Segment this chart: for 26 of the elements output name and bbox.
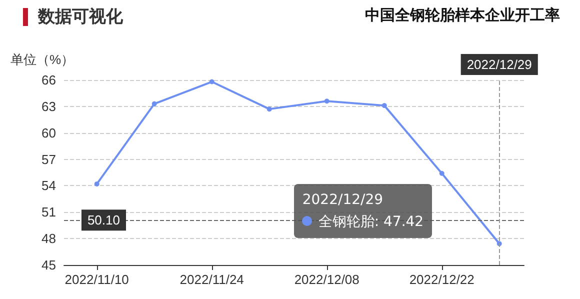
point [266,106,272,112]
point [324,98,330,104]
annotation: 2022/12/29 [302,190,384,210]
chart-title: 数据可视化 [38,6,123,28]
y-tick-label: 60 [42,125,56,140]
y-tick-label: 66 [42,72,56,88]
y-tick-label: 45 [42,258,56,272]
chart-subtitle: 中国全钢轮胎样本企业开工率 [365,6,560,25]
x-tick-label: 2022/11/24 [180,272,244,287]
x-tick-label: 2022/12/22 [409,272,474,287]
point [439,170,444,176]
y-tick-label: 57 [42,152,56,167]
point [209,79,214,84]
y-tick-label: 48 [42,231,56,246]
ref-line-label: 50.10 [87,212,120,228]
y-axis-title: 单位（%） [10,52,74,67]
y-tick-label: 63 [42,98,56,114]
ref-line-label: 2022/12/29 [466,57,532,72]
point [382,103,387,108]
point [94,181,100,186]
point [152,101,157,106]
y-tick-label: 51 [42,204,56,220]
x-tick-label: 2022/12/08 [294,272,360,287]
annotation: 全钢轮胎: 47.42 [318,214,424,230]
y-tick-label: 54 [42,178,56,194]
x-tick-label: 2022/11/10 [64,272,129,287]
